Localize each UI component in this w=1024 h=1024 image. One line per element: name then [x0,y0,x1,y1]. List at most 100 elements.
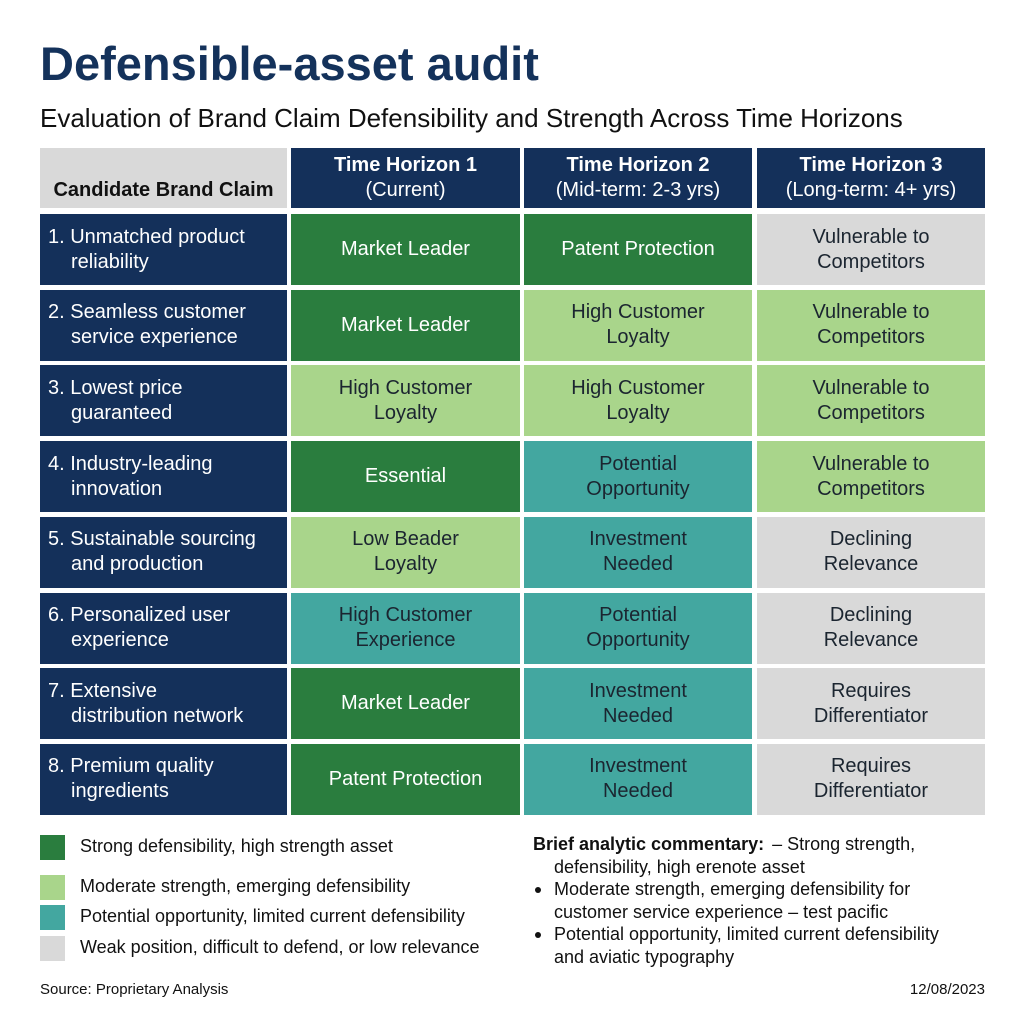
cell-line: Essential [364,465,447,488]
rating-cell: Essential [291,441,520,513]
cell-line: Loyalty [373,401,438,424]
cell-line: Investment [589,755,687,778]
cell-line: Needed [602,704,674,727]
legend-label: Strong defensibility, high strength asse… [80,836,393,856]
legend-swatch [40,875,65,900]
commentary-line: Brief analytic commentary: – Strong stren… [533,833,993,856]
rating-cell: Patent Protection [291,743,520,815]
cell-line: Loyalty [606,326,670,349]
cell-line: Declining [829,604,913,626]
rating-cell: High Customer Loyalty [524,365,752,437]
cell-line: Requires [830,755,912,778]
source: Source: Proprietary Analysis [40,981,229,998]
rating-cell: Potential Opportunity [524,441,752,513]
claim-line: reliability [71,250,149,273]
claim-line: 4. Industry-leading [48,452,213,475]
cell-line: Relevance [823,629,919,651]
subtitle: Evaluation of Brand Claim Defensibility … [40,103,903,133]
cell-line: High Customer [571,301,705,324]
legend-swatch [40,835,65,860]
rating-cell: Vulnerable to Competitors [757,214,985,285]
cell-line: Competitors [817,401,925,424]
claim-line: 2. Seamless customer [48,301,246,324]
cell-line: Patent Protection [561,238,715,260]
claim-line: distribution network [71,704,244,727]
rating-cell: Vulnerable to Competitors [757,441,985,513]
commentary-text: customer service experience – test pacif… [554,901,889,922]
claim-line: and production [71,553,204,576]
cell-line: Competitors [817,250,925,273]
rating-cell: Requires Differentiator [757,668,985,740]
rating-cell: Potential Opportunity [524,592,752,664]
header-line: (Mid-term: 2-3 yrs) [555,179,721,201]
rating-cell: Investment Needed [524,743,752,815]
claim-cell: 1. Unmatched product reliability [40,214,287,285]
rating-cell: Vulnerable to Competitors [757,289,985,361]
cell-line: Differentiator [813,704,929,727]
claim-cell: 2. Seamless customer service experience [40,289,287,361]
claim-line: ingredients [71,780,169,803]
legend-swatch [40,936,65,961]
header-line: Time Horizon 2 [566,154,710,176]
column-header: Candidate Brand Claim [40,148,287,208]
cell-line: Experience [355,629,456,651]
cell-line: Differentiator [813,780,929,803]
claim-cell: 6. Personalized user experience [40,592,287,664]
cell-line: Potential [599,604,677,626]
rating-cell: Market Leader [291,668,520,740]
cell-line: Relevance [823,553,919,576]
legend-label: Weak position, difficult to defend, or l… [80,937,480,957]
rating-cell: Low Beader Loyalty [291,516,520,588]
header-line: Time Horizon 3 [799,154,943,176]
rating-cell: Investment Needed [524,516,752,588]
claim-cell: 5. Sustainable sourcing and production [40,516,287,588]
cell-line: Market Leader [341,313,470,336]
cell-line: Vulnerable to [812,301,930,324]
cell-line: High Customer [571,376,705,399]
rating-cell: Market Leader [291,214,520,285]
rating-cell: High Customer Loyalty [524,289,752,361]
commentary-text: and aviatic typography [554,946,735,967]
claim-cell: 4. Industry-leading innovation [40,441,287,513]
bullet [535,932,541,938]
cell-line: Vulnerable to [812,225,930,248]
cell-line: Market Leader [341,692,470,715]
cell-line: Market Leader [341,238,470,260]
title: Defensible-asset audit [40,37,539,90]
rating-cell: Vulnerable to Competitors [757,365,985,437]
claim-line: 7. Extensive [48,679,157,702]
commentary: Brief analytic commentary: – Strong stren… [533,833,993,968]
rating-cell: Requires Differentiator [757,743,985,815]
cell-line: Competitors [817,477,925,500]
rating-cell: Market Leader [291,289,520,361]
commentary-heading: Brief analytic commentary: [533,834,765,854]
date: 12/08/2023 [909,981,985,998]
cell-line: Investment [589,679,687,702]
column-header: Time Horizon 3 (Long-term: 4+ yrs) [757,148,985,208]
cell-line: Loyalty [606,401,670,424]
rating-cell: Investment Needed [524,668,752,740]
legend-swatch [40,905,65,930]
claim-line: 1. Unmatched product [48,225,245,248]
cell-line: Investment [589,528,687,551]
header-line: Candidate Brand Claim [53,179,274,201]
legend-label: Moderate strength, emerging defensibilit… [80,876,411,896]
cell-line: Vulnerable to [812,376,930,399]
cell-line: Loyalty [373,553,438,576]
legend-label: Potential opportunity, limited current d… [80,906,465,926]
commentary-text: defensibility, high erenote asset [554,856,805,877]
cell-line: Opportunity [586,477,690,500]
rating-cell: High Customer Loyalty [291,365,520,437]
rating-cell: Declining Relevance [757,516,985,588]
claim-line: 3. Lowest price [48,376,183,399]
cell-line: Competitors [817,326,925,349]
cell-line: Declining [829,528,913,551]
header-line: Time Horizon 1 [334,154,477,176]
claim-line: 5. Sustainable sourcing [48,528,256,551]
claim-line: 8. Premium quality [48,755,214,778]
commentary-text: – Strong strength, [772,834,916,854]
rating-cell: Declining Relevance [757,592,985,664]
claim-line: 6. Personalized user [48,604,231,626]
bullet [535,887,541,893]
